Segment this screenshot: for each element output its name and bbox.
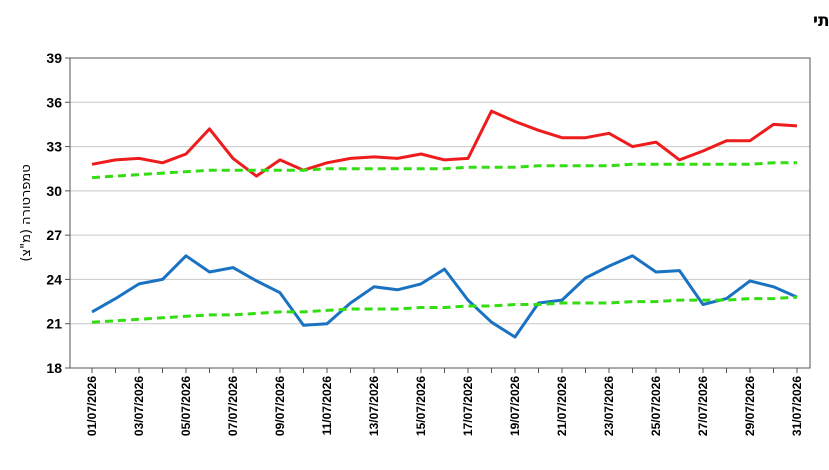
x-tick-label: 01/07/2026 bbox=[85, 376, 99, 436]
series-line-2 bbox=[91, 161, 797, 180]
x-tick-label: 07/07/2026 bbox=[226, 376, 240, 436]
y-tick-labels: 18 21 24 27 30 33 36 39 bbox=[46, 50, 62, 376]
x-tick-label: 25/07/2026 bbox=[649, 376, 663, 436]
series-line-3 bbox=[91, 254, 798, 339]
x-tick-label: 13/07/2026 bbox=[367, 376, 381, 436]
y-axis-label: טמפרטורה (מ"צ) bbox=[19, 164, 34, 261]
y-tick-label: 24 bbox=[46, 271, 62, 287]
y-tick-label: 33 bbox=[46, 139, 62, 155]
y-tick-label: 39 bbox=[46, 50, 62, 66]
y-tick-label: 18 bbox=[46, 360, 62, 376]
x-tick-label: 03/07/2026 bbox=[132, 376, 146, 436]
x-tick-label: 09/07/2026 bbox=[273, 376, 287, 436]
x-tick-label: 29/07/2026 bbox=[743, 376, 757, 436]
x-tick-label: 19/07/2026 bbox=[508, 376, 522, 436]
series-line-4 bbox=[91, 295, 798, 324]
series-line-1 bbox=[91, 109, 798, 178]
x-tick-labels: 01/07/2026 03/07/2026 05/07/2026 07/07/2026… bbox=[85, 368, 804, 436]
series-lines bbox=[91, 109, 798, 339]
plot-frame bbox=[69, 57, 811, 369]
x-tick-label: 11/07/2026 bbox=[320, 376, 334, 436]
y-tick-label: 21 bbox=[46, 316, 62, 332]
y-tick-label: 27 bbox=[46, 227, 62, 243]
x-tick-label: 27/07/2026 bbox=[696, 376, 710, 436]
x-tick-label: 17/07/2026 bbox=[461, 376, 475, 436]
x-tick-label: 05/07/2026 bbox=[179, 376, 193, 436]
gridlines bbox=[65, 57, 810, 369]
x-tick-label: 21/07/2026 bbox=[555, 376, 569, 436]
y-tick-label: 30 bbox=[46, 183, 62, 199]
y-tick-label: 36 bbox=[46, 94, 62, 110]
x-tick-label: 23/07/2026 bbox=[602, 376, 616, 436]
x-tick-label: 31/07/2026 bbox=[790, 376, 804, 436]
chart-title: איור 3: טמפרטורת המינימום והמקסימום היומ… bbox=[813, 11, 829, 31]
x-tick-label: 15/07/2026 bbox=[414, 376, 428, 436]
